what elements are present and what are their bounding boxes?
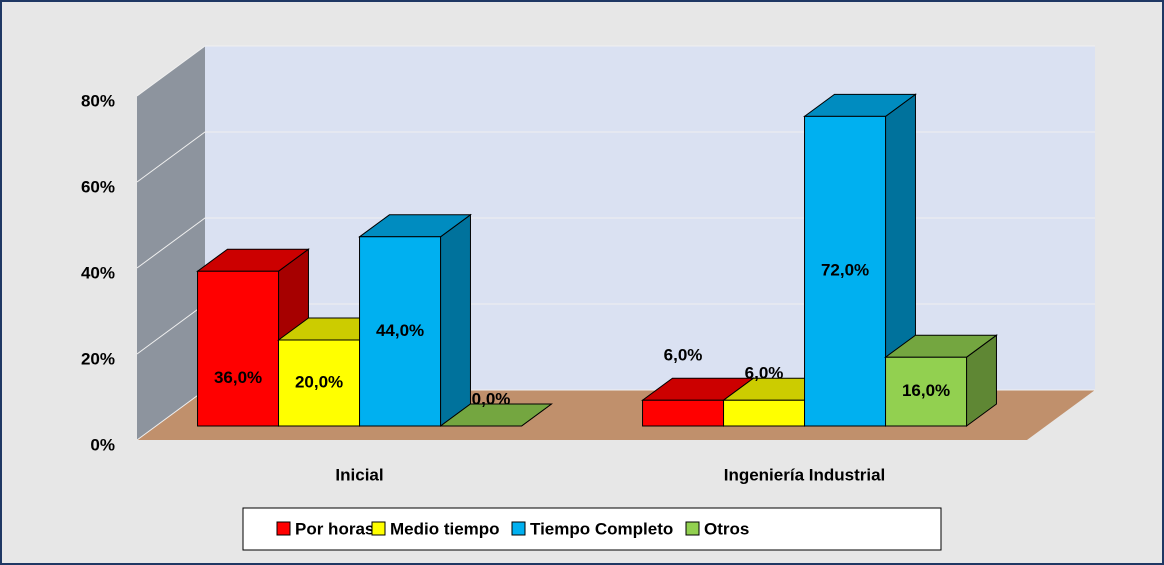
bar-top-shade bbox=[885, 335, 997, 358]
grid-line bbox=[136, 131, 1095, 183]
legend-label: Medio tiempo bbox=[390, 519, 500, 538]
bar-front bbox=[359, 236, 442, 427]
legend-label: Por horas bbox=[295, 519, 374, 538]
legend-label: Otros bbox=[704, 519, 749, 538]
bar-side-shade bbox=[966, 335, 997, 426]
bar-top-shade bbox=[440, 404, 552, 426]
bar bbox=[884, 334, 998, 427]
legend: Por horas Medio tiempo Tiempo Completo Otro… bbox=[242, 507, 942, 551]
data-label: 6,0% bbox=[664, 346, 703, 365]
bar-side-shade bbox=[440, 214, 471, 426]
legend-swatch bbox=[276, 521, 291, 536]
x-tick-label: Ingeniería Industrial bbox=[724, 465, 886, 484]
bar-top-shade bbox=[804, 94, 916, 117]
legend-label: Tiempo Completo bbox=[530, 519, 673, 538]
bar-front bbox=[642, 399, 725, 427]
bar bbox=[803, 93, 917, 427]
y-tick-label: 0% bbox=[90, 435, 115, 454]
bar-front bbox=[723, 399, 806, 427]
legend-swatch bbox=[685, 521, 700, 536]
bar-top-shade bbox=[197, 249, 309, 272]
data-label: 16,0% bbox=[902, 381, 950, 400]
data-label: 0,0% bbox=[472, 389, 511, 408]
grid-line bbox=[136, 217, 1095, 269]
y-tick-label: 40% bbox=[81, 263, 115, 282]
legend-box bbox=[242, 507, 942, 551]
bar-front bbox=[804, 115, 887, 427]
x-tick-label: Inicial bbox=[335, 465, 383, 484]
y-tick-label: 20% bbox=[81, 349, 115, 368]
data-label: 36,0% bbox=[214, 368, 262, 387]
bar bbox=[439, 403, 553, 427]
bar-top-shade bbox=[359, 214, 471, 237]
legend-swatch bbox=[511, 521, 526, 536]
bar-top-shade bbox=[642, 378, 754, 401]
bar-front bbox=[197, 270, 280, 427]
bar-front bbox=[885, 356, 968, 427]
data-label: 72,0% bbox=[821, 261, 869, 280]
grid-line bbox=[136, 45, 1095, 97]
data-label: 44,0% bbox=[376, 321, 424, 340]
data-label: 20,0% bbox=[295, 372, 343, 391]
y-tick-label: 80% bbox=[81, 91, 115, 110]
y-tick-label: 60% bbox=[81, 177, 115, 196]
data-label: 6,0% bbox=[745, 364, 784, 383]
legend-swatch bbox=[371, 521, 386, 536]
